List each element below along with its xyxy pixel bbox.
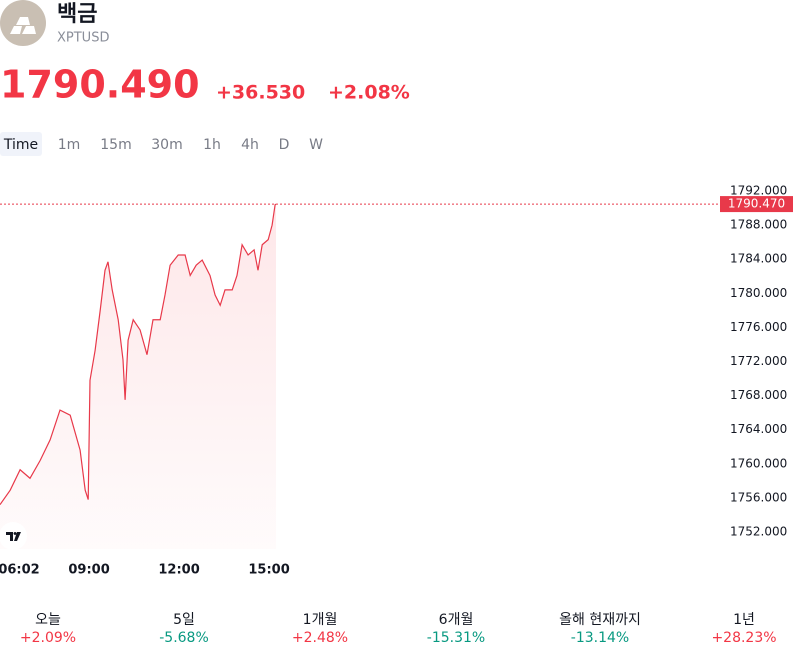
interval-button[interactable]: 30m (151, 137, 182, 153)
x-tick-label: 15:00 (248, 563, 289, 578)
y-tick-label: 1792.000 (730, 184, 787, 198)
period-change: -15.31% (427, 630, 485, 646)
period-label: 1년 (733, 612, 755, 628)
y-tick-label: 1768.000 (730, 388, 787, 402)
y-tick-label: 1784.000 (730, 252, 787, 266)
symbol: XPTUSD (57, 31, 109, 46)
y-tick-label: 1760.000 (730, 456, 787, 470)
interval-button[interactable]: 1m (58, 137, 81, 153)
active-interval-bg (0, 132, 42, 156)
interval-button[interactable]: W (309, 137, 323, 153)
period-change: +28.23% (711, 630, 776, 646)
last-price-badge (720, 196, 793, 213)
interval-button[interactable]: 15m (100, 137, 131, 153)
period-change: +2.09% (20, 630, 76, 646)
period-change: +2.48% (292, 630, 348, 646)
period-label: 오늘 (35, 612, 61, 628)
price: 1790.490 (0, 63, 200, 107)
tradingview-logo (0, 522, 27, 550)
x-tick-label: 06:02 (0, 563, 40, 578)
x-tick-label: 12:00 (158, 563, 199, 578)
change: +36.530 (216, 82, 305, 104)
y-tick-label: 1788.000 (730, 218, 787, 232)
interval-button[interactable]: Time (3, 137, 38, 153)
y-tick-label: 1776.000 (730, 320, 787, 334)
period-label: 올해 현재까지 (559, 612, 641, 628)
period-label: 6개월 (439, 612, 474, 628)
y-tick-label: 1756.000 (730, 490, 787, 504)
interval-button[interactable]: 4h (241, 137, 259, 153)
period-label: 1개월 (303, 612, 338, 628)
area-fill (0, 204, 276, 550)
interval-button[interactable]: D (279, 137, 290, 153)
instrument-name: 백금 (57, 2, 97, 27)
y-tick-label: 1764.000 (730, 422, 787, 436)
logo (0, 0, 46, 46)
last-price-label: 1790.470 (728, 197, 785, 211)
interval-button[interactable]: 1h (203, 137, 221, 153)
y-tick-label: 1752.000 (730, 524, 787, 538)
period-change: -5.68% (159, 630, 209, 646)
y-tick-label: 1780.000 (730, 286, 787, 300)
price-line (0, 203, 277, 506)
period-label: 5일 (173, 612, 195, 628)
change-percent: +2.08% (328, 82, 410, 104)
period-change: -13.14% (571, 630, 629, 646)
y-tick-label: 1772.000 (730, 354, 787, 368)
x-tick-label: 09:00 (68, 563, 109, 578)
